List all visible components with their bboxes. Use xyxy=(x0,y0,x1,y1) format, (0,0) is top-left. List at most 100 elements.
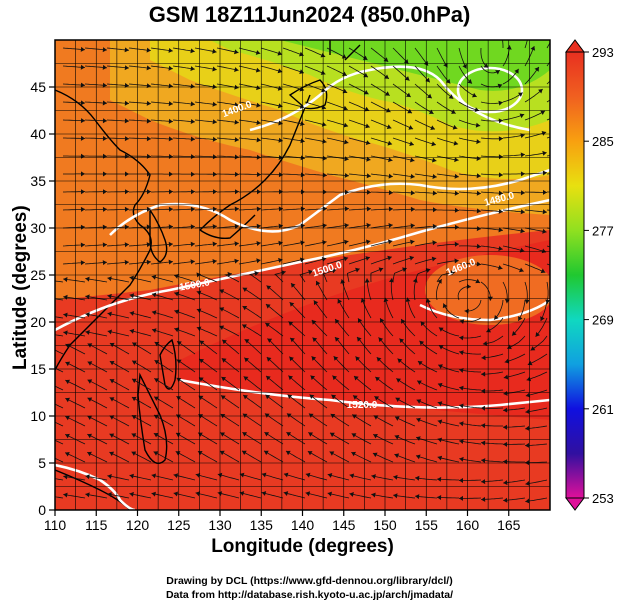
streamline-arrowhead xyxy=(408,125,414,130)
streamline-arrowhead xyxy=(281,270,286,276)
streamline-arrowhead xyxy=(65,452,70,457)
streamline-arrowhead xyxy=(41,475,45,480)
streamline-arrowhead xyxy=(410,173,415,179)
streamline-arrowhead xyxy=(466,284,471,289)
streamline-arrowhead xyxy=(459,350,464,356)
streamline-arrowhead xyxy=(455,224,459,230)
streamline-arrowhead xyxy=(518,316,523,321)
streamline-arrowhead xyxy=(503,390,508,396)
streamline-arrowhead xyxy=(129,473,134,479)
streamline-arrowhead xyxy=(256,137,261,143)
streamline-arrowhead xyxy=(481,479,486,485)
wind-streamlines xyxy=(41,40,563,504)
streamline xyxy=(524,40,528,49)
x-tick-label: 110 xyxy=(44,517,67,533)
streamline-arrowhead xyxy=(512,331,517,336)
streamline-arrowhead xyxy=(169,171,173,177)
streamline-arrowhead xyxy=(239,472,245,478)
streamline-arrowhead xyxy=(498,154,503,160)
streamline-arrowhead xyxy=(459,456,464,462)
streamline-arrowhead xyxy=(525,409,530,414)
streamline-arrowhead xyxy=(376,357,382,362)
colorbar-label: 269 xyxy=(592,313,614,328)
streamline-arrowhead xyxy=(195,491,201,497)
streamline-arrowhead xyxy=(409,141,414,146)
streamline-arrowhead xyxy=(404,76,410,81)
streamline-arrowhead xyxy=(80,64,85,70)
streamline-arrowhead xyxy=(278,240,283,246)
streamline-arrowhead xyxy=(190,66,195,71)
streamline-arrowhead xyxy=(558,68,563,73)
streamline-arrowhead xyxy=(476,173,481,179)
streamline-arrowhead xyxy=(343,122,349,128)
y-tick-label: 20 xyxy=(30,314,46,330)
streamline-arrowhead xyxy=(213,189,217,195)
streamline-arrowhead xyxy=(154,396,159,401)
streamline-arrowhead xyxy=(299,257,305,263)
streamline-arrowhead xyxy=(432,190,437,196)
streamline-arrowhead xyxy=(256,206,261,212)
streamline-arrowhead xyxy=(371,474,376,479)
streamline-arrowhead xyxy=(153,433,159,438)
streamline-arrowhead xyxy=(196,290,202,296)
colorbar-label: 261 xyxy=(592,402,614,417)
streamline-arrowhead xyxy=(475,278,480,284)
x-tick-label: 130 xyxy=(208,517,232,533)
streamline-arrowhead xyxy=(176,359,182,364)
streamline-arrowhead xyxy=(132,342,137,347)
streamline-arrowhead xyxy=(212,136,217,142)
map-title: GSM 18Z11Jun2024 (850.0hPa) xyxy=(148,2,471,27)
streamline-arrowhead xyxy=(476,190,481,196)
streamline-arrowhead xyxy=(286,413,292,418)
streamline-arrowhead xyxy=(109,342,115,348)
streamline-arrowhead xyxy=(289,302,295,307)
streamline-arrowhead xyxy=(307,451,313,456)
streamline-arrowhead xyxy=(425,298,431,303)
colorbar-gradient xyxy=(565,51,585,499)
streamline-arrowhead xyxy=(212,206,217,212)
streamline-arrowhead xyxy=(430,125,435,130)
streamline-arrowhead xyxy=(525,442,530,448)
colorbar: 293 285 277 269 261 253 xyxy=(565,39,614,511)
streamline-arrowhead xyxy=(498,209,503,214)
streamline-arrowhead xyxy=(255,67,261,73)
streamline-arrowhead xyxy=(310,375,316,380)
streamline-arrowhead xyxy=(432,174,437,179)
streamline xyxy=(55,280,64,283)
streamline-arrowhead xyxy=(454,190,459,196)
streamline-arrowhead xyxy=(322,172,327,178)
streamline-arrowhead xyxy=(431,141,436,147)
streamline-arrowhead xyxy=(190,119,195,124)
streamline-arrowhead xyxy=(437,279,442,284)
streamline-arrowhead xyxy=(459,495,463,501)
streamline-arrowhead xyxy=(385,91,390,96)
streamline-arrowhead xyxy=(540,268,546,274)
streamline-arrowhead xyxy=(244,339,250,344)
streamline-arrowhead xyxy=(124,206,129,212)
x-tick-label: 155 xyxy=(415,517,439,533)
streamline xyxy=(55,457,64,463)
streamline-arrowhead xyxy=(146,100,151,106)
streamline xyxy=(546,41,550,49)
streamline-arrowhead xyxy=(498,227,503,233)
streamline-arrowhead xyxy=(234,171,239,177)
streamline-arrowhead xyxy=(146,65,151,71)
streamline-arrowhead xyxy=(63,474,68,480)
streamline-arrowhead xyxy=(313,300,319,306)
streamline-arrowhead xyxy=(124,136,129,142)
streamline-arrowhead xyxy=(388,278,394,283)
streamline-arrowhead xyxy=(475,122,481,128)
streamline-arrowhead xyxy=(65,397,70,403)
streamline-arrowhead xyxy=(383,57,389,62)
streamline-arrowhead xyxy=(265,394,271,400)
streamline-arrowhead xyxy=(124,242,129,248)
streamline-arrowhead xyxy=(327,473,333,478)
streamline-arrowhead xyxy=(417,380,422,385)
streamline xyxy=(55,385,64,391)
x-tick-label: 120 xyxy=(126,517,150,533)
streamline-arrowhead xyxy=(409,255,414,261)
streamline-arrowhead xyxy=(129,491,134,497)
streamline-arrowhead xyxy=(107,492,112,498)
streamline-arrowhead xyxy=(331,394,337,400)
streamline-arrowhead xyxy=(397,358,403,364)
